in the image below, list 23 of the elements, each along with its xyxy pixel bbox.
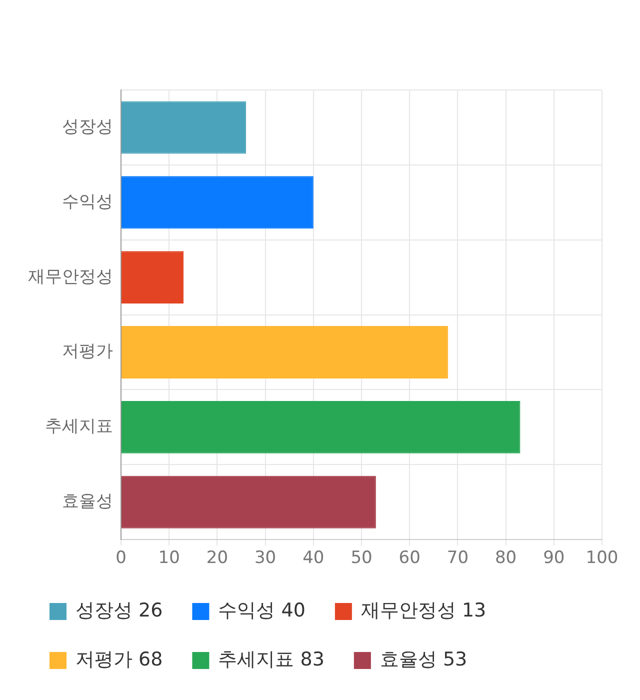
- legend-label: 효율성 53: [380, 648, 468, 670]
- x-tick-label: 60: [398, 548, 420, 568]
- legend-label: 재무안정성 13: [360, 599, 486, 622]
- x-tick-label: 10: [158, 548, 180, 568]
- x-tick-label: 50: [350, 548, 372, 568]
- y-tick-label: 재무안정성: [28, 266, 113, 287]
- x-tick-label: 100: [586, 548, 618, 568]
- y-tick-label: 성장성: [62, 116, 113, 137]
- legend-label: 수익성 40: [218, 599, 306, 622]
- y-tick-label: 수익성: [62, 192, 113, 212]
- legend-label: 성장성 26: [76, 599, 163, 622]
- y-tick-label: 저평가: [62, 342, 113, 362]
- x-tick-label: 20: [206, 548, 228, 568]
- x-tick-label: 0: [116, 548, 126, 568]
- x-tick-label: 70: [446, 548, 469, 568]
- x-tick-label: 80: [494, 548, 517, 568]
- y-tick-label: 효율성: [62, 492, 113, 512]
- y-tick-label: 추세지표: [45, 416, 113, 437]
- x-tick-label: 40: [302, 548, 324, 568]
- legend-label: 저평가 68: [76, 648, 163, 670]
- x-tick-label: 90: [543, 548, 565, 568]
- legend-label: 추세지표 83: [218, 648, 324, 670]
- x-tick-label: 30: [254, 548, 276, 568]
